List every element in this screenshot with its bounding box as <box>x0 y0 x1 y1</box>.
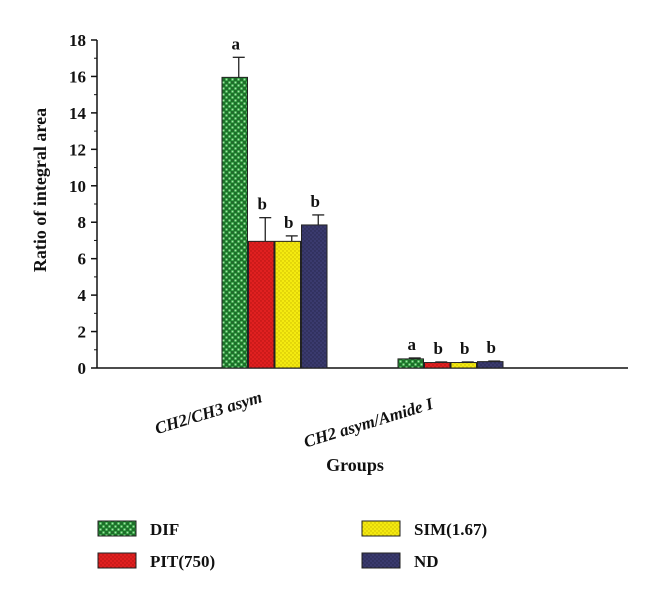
bar-nd-1 <box>301 224 328 369</box>
y-tick-label: 8 <box>78 213 87 232</box>
legend-label: DIF <box>150 520 179 539</box>
bar-pit-750--1 <box>248 240 275 369</box>
y-ticks: 0 2 4 6 8 10 12 14 16 18 <box>69 31 97 378</box>
legend-swatch <box>361 552 401 569</box>
y-tick-label: 2 <box>78 323 87 342</box>
y-tick-label: 6 <box>78 250 87 269</box>
legend: DIF PIT(750) SIM(1.67) ND <box>97 520 487 571</box>
significance-label: b <box>311 192 320 211</box>
significance-label: b <box>487 338 496 357</box>
bar-sim-1-67--2 <box>450 362 477 369</box>
y-tick-label: 4 <box>78 286 87 305</box>
legend-label: ND <box>414 552 439 571</box>
bar-pit-750--2 <box>424 362 451 369</box>
category-labels: CH2/CH3 asym CH2 asym/Amide I <box>153 387 437 451</box>
legend-label: SIM(1.67) <box>414 520 487 539</box>
significance-label: a <box>408 335 417 354</box>
category-label: CH2 asym/Amide I <box>301 394 436 452</box>
bar-sim-1-67--1 <box>274 240 301 369</box>
legend-swatch <box>97 520 137 537</box>
significance-label: b <box>434 339 443 358</box>
y-tick-label: 18 <box>69 31 86 50</box>
bar-dif-1 <box>221 76 248 369</box>
legend-swatch <box>361 520 401 537</box>
y-tick-label: 0 <box>78 359 87 378</box>
bar-nd-2 <box>477 361 504 369</box>
bar-dif-2 <box>397 358 424 369</box>
y-tick-label: 16 <box>69 67 86 86</box>
y-tick-label: 10 <box>69 177 86 196</box>
legend-label: PIT(750) <box>150 552 215 571</box>
significance-label: b <box>284 213 293 232</box>
legend-swatch <box>97 552 137 569</box>
significance-label: a <box>232 34 241 53</box>
y-axis-title: Ratio of integral area <box>30 108 50 272</box>
category-label: CH2/CH3 asym <box>153 387 265 438</box>
y-tick-label: 12 <box>69 140 86 159</box>
x-axis-title: Groups <box>326 455 384 475</box>
y-tick-label: 14 <box>69 104 87 123</box>
significance-label: b <box>258 195 267 214</box>
significance-label: b <box>460 339 469 358</box>
chart-axes <box>96 40 628 369</box>
